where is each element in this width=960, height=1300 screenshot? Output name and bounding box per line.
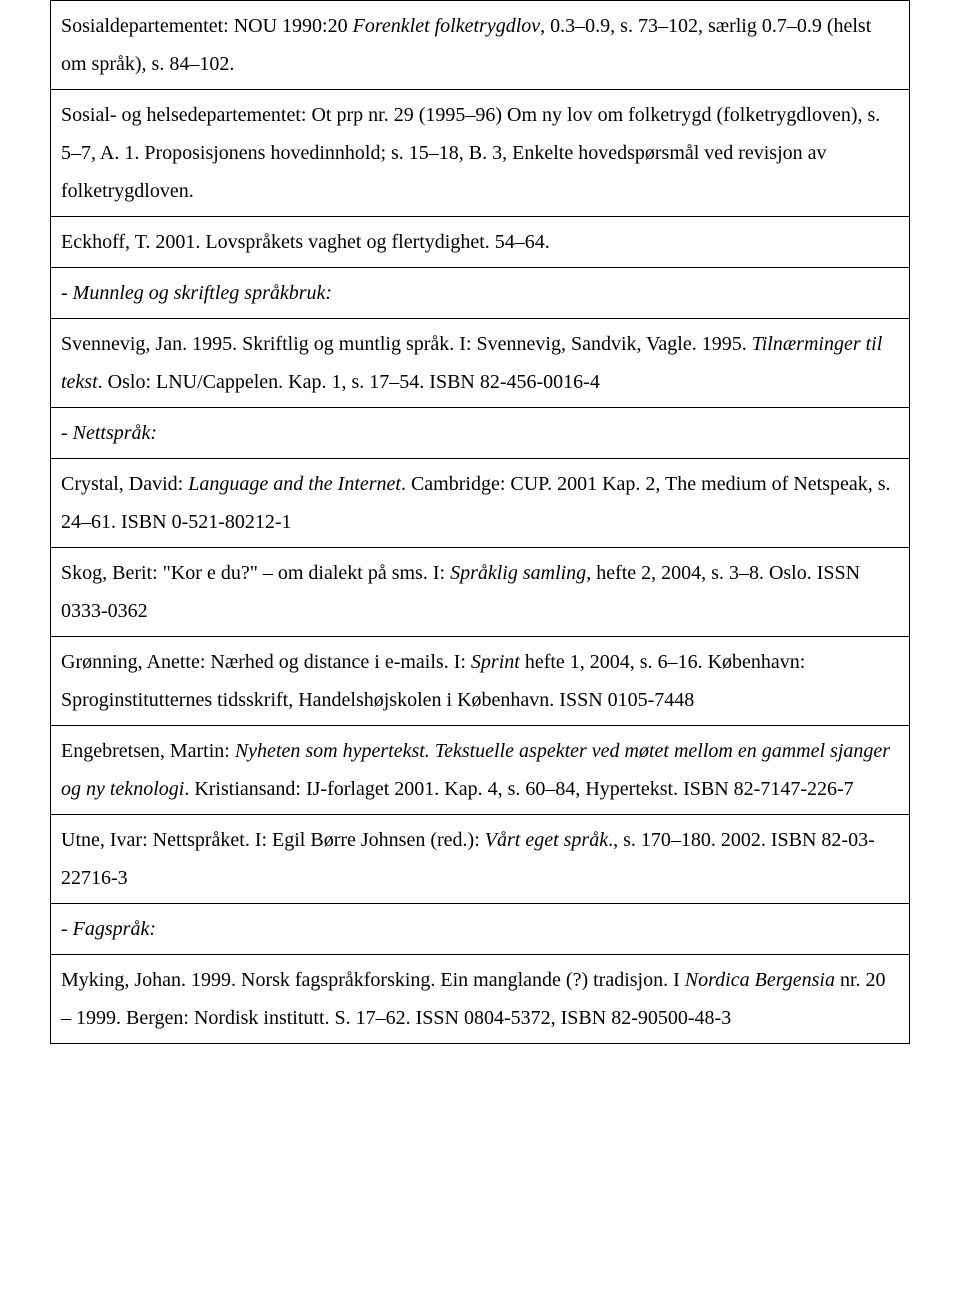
text-segment: . Kristiansand: IJ-forlaget 2001. Kap. 4…	[184, 778, 853, 800]
table-row: - Fagspråk:	[51, 904, 910, 955]
table-cell: - Nettspråk:	[51, 408, 910, 459]
table-cell: Crystal, David: Language and the Interne…	[51, 459, 910, 548]
table-cell: Sosial- og helsedepartementet: Ot prp nr…	[51, 90, 910, 217]
text-segment: Språklig samling	[450, 562, 586, 584]
text-segment: Vårt eget språk	[485, 829, 608, 851]
text-segment: Sprint	[471, 651, 520, 673]
table-row: Myking, Johan. 1999. Norsk fagspråkforsk…	[51, 955, 910, 1044]
table-cell: Svennevig, Jan. 1995. Skriftlig og muntl…	[51, 319, 910, 408]
table-row: Eckhoff, T. 2001. Lovspråkets vaghet og …	[51, 217, 910, 268]
text-segment: Nordica Bergensia	[685, 969, 835, 991]
text-segment: Eckhoff, T. 2001. Lovspråkets vaghet og …	[61, 231, 550, 253]
text-segment: Forenklet folketrygdlov	[353, 15, 541, 37]
table-row: Crystal, David: Language and the Interne…	[51, 459, 910, 548]
table-cell: Grønning, Anette: Nærhed og distance i e…	[51, 637, 910, 726]
text-segment: Skog, Berit: "Kor e du?" – om dialekt på…	[61, 562, 450, 584]
text-segment: - Munnleg og skriftleg språkbruk:	[61, 282, 332, 304]
table-row: - Munnleg og skriftleg språkbruk:	[51, 268, 910, 319]
table-row: Svennevig, Jan. 1995. Skriftlig og muntl…	[51, 319, 910, 408]
text-segment: Crystal, David:	[61, 473, 188, 495]
document-page: Sosialdepartementet: NOU 1990:20 Forenkl…	[0, 0, 960, 1074]
table-cell: Engebretsen, Martin: Nyheten som hyperte…	[51, 726, 910, 815]
table-row: - Nettspråk:	[51, 408, 910, 459]
text-segment: Grønning, Anette: Nærhed og distance i e…	[61, 651, 471, 673]
table-row: Utne, Ivar: Nettspråket. I: Egil Børre J…	[51, 815, 910, 904]
table-cell: - Munnleg og skriftleg språkbruk:	[51, 268, 910, 319]
text-segment: . Oslo: LNU/Cappelen. Kap. 1, s. 17–54. …	[98, 371, 600, 393]
text-segment: Sosial- og helsedepartementet: Ot prp nr…	[61, 104, 880, 202]
table-cell: - Fagspråk:	[51, 904, 910, 955]
text-segment: Utne, Ivar: Nettspråket. I: Egil Børre J…	[61, 829, 485, 851]
table-row: Sosialdepartementet: NOU 1990:20 Forenkl…	[51, 1, 910, 90]
table-cell: Utne, Ivar: Nettspråket. I: Egil Børre J…	[51, 815, 910, 904]
table-cell: Eckhoff, T. 2001. Lovspråkets vaghet og …	[51, 217, 910, 268]
text-segment: Myking, Johan. 1999. Norsk fagspråkforsk…	[61, 969, 685, 991]
table-row: Sosial- og helsedepartementet: Ot prp nr…	[51, 90, 910, 217]
text-segment: Engebretsen, Martin:	[61, 740, 235, 762]
text-segment: Language and the Internet	[188, 473, 401, 495]
table-cell: Sosialdepartementet: NOU 1990:20 Forenkl…	[51, 1, 910, 90]
table-cell: Myking, Johan. 1999. Norsk fagspråkforsk…	[51, 955, 910, 1044]
table-row: Grønning, Anette: Nærhed og distance i e…	[51, 637, 910, 726]
text-segment: - Nettspråk:	[61, 422, 157, 444]
bibliography-body: Sosialdepartementet: NOU 1990:20 Forenkl…	[51, 1, 910, 1044]
text-segment: Sosialdepartementet: NOU 1990:20	[61, 15, 353, 37]
bibliography-table: Sosialdepartementet: NOU 1990:20 Forenkl…	[50, 0, 910, 1044]
text-segment: - Fagspråk:	[61, 918, 156, 940]
text-segment: Svennevig, Jan. 1995. Skriftlig og muntl…	[61, 333, 752, 355]
table-cell: Skog, Berit: "Kor e du?" – om dialekt på…	[51, 548, 910, 637]
table-row: Skog, Berit: "Kor e du?" – om dialekt på…	[51, 548, 910, 637]
table-row: Engebretsen, Martin: Nyheten som hyperte…	[51, 726, 910, 815]
